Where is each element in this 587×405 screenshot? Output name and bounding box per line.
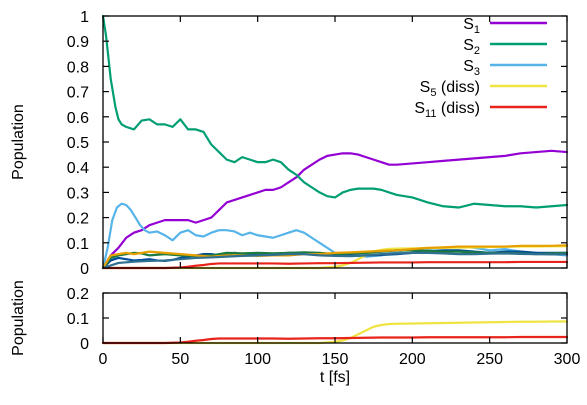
top-series-unlabeled-6-line (101, 249, 569, 270)
top-ytick-label: 1 (80, 9, 89, 26)
legend-label-s5-diss: S5 (diss) (420, 79, 480, 99)
bottom-xtick-label: 200 (399, 351, 426, 368)
legend-label-s11-diss: S11 (diss) (414, 100, 480, 120)
top-y-axis-label: Population (10, 104, 27, 180)
top-ytick-label: 0 (80, 261, 89, 278)
bottom-xtick-label: 250 (476, 351, 503, 368)
top-ytick-label: 0.9 (67, 34, 89, 51)
top-series-s3-line (101, 202, 569, 270)
top-series-s1-line (101, 149, 569, 270)
bottom-plot-frame (102, 292, 568, 344)
bottom-ytick-label: 0 (80, 336, 89, 353)
legend-label-s3: S3 (463, 58, 480, 78)
bottom-x-axis-label: t [fs] (320, 369, 350, 386)
bottom-y-axis-label: Population (10, 280, 27, 356)
bottom-series-s11-diss-line (101, 335, 569, 345)
top-series-unlabeled-8-line (101, 251, 569, 270)
bottom-xtick-label: 0 (99, 351, 108, 368)
bottom-ytick-label: 0.2 (67, 286, 89, 303)
top-plot-frame (102, 15, 568, 269)
top-ytick-label: 0.4 (67, 160, 89, 177)
top-ytick-label: 0.6 (67, 110, 89, 127)
bottom-xtick-label: 100 (244, 351, 271, 368)
top-ytick-label: 0.1 (67, 236, 89, 253)
top-ytick-label: 0.5 (67, 135, 89, 152)
legend-label-s2: S2 (463, 37, 480, 57)
top-series-s2-line (101, 14, 569, 209)
top-series-s11-diss-line (101, 260, 569, 270)
bottom-xtick-label: 300 (554, 351, 581, 368)
top-ytick-label: 0.3 (67, 185, 89, 202)
bottom-ytick-label: 0.1 (67, 311, 89, 328)
top-ytick-label: 0.8 (67, 59, 89, 76)
bottom-xtick-label: 150 (322, 351, 349, 368)
top-ytick-label: 0.7 (67, 85, 89, 102)
bottom-xtick-label: 50 (171, 351, 189, 368)
legend-label-s1: S1 (463, 16, 480, 36)
top-ytick-label: 0.2 (67, 211, 89, 228)
